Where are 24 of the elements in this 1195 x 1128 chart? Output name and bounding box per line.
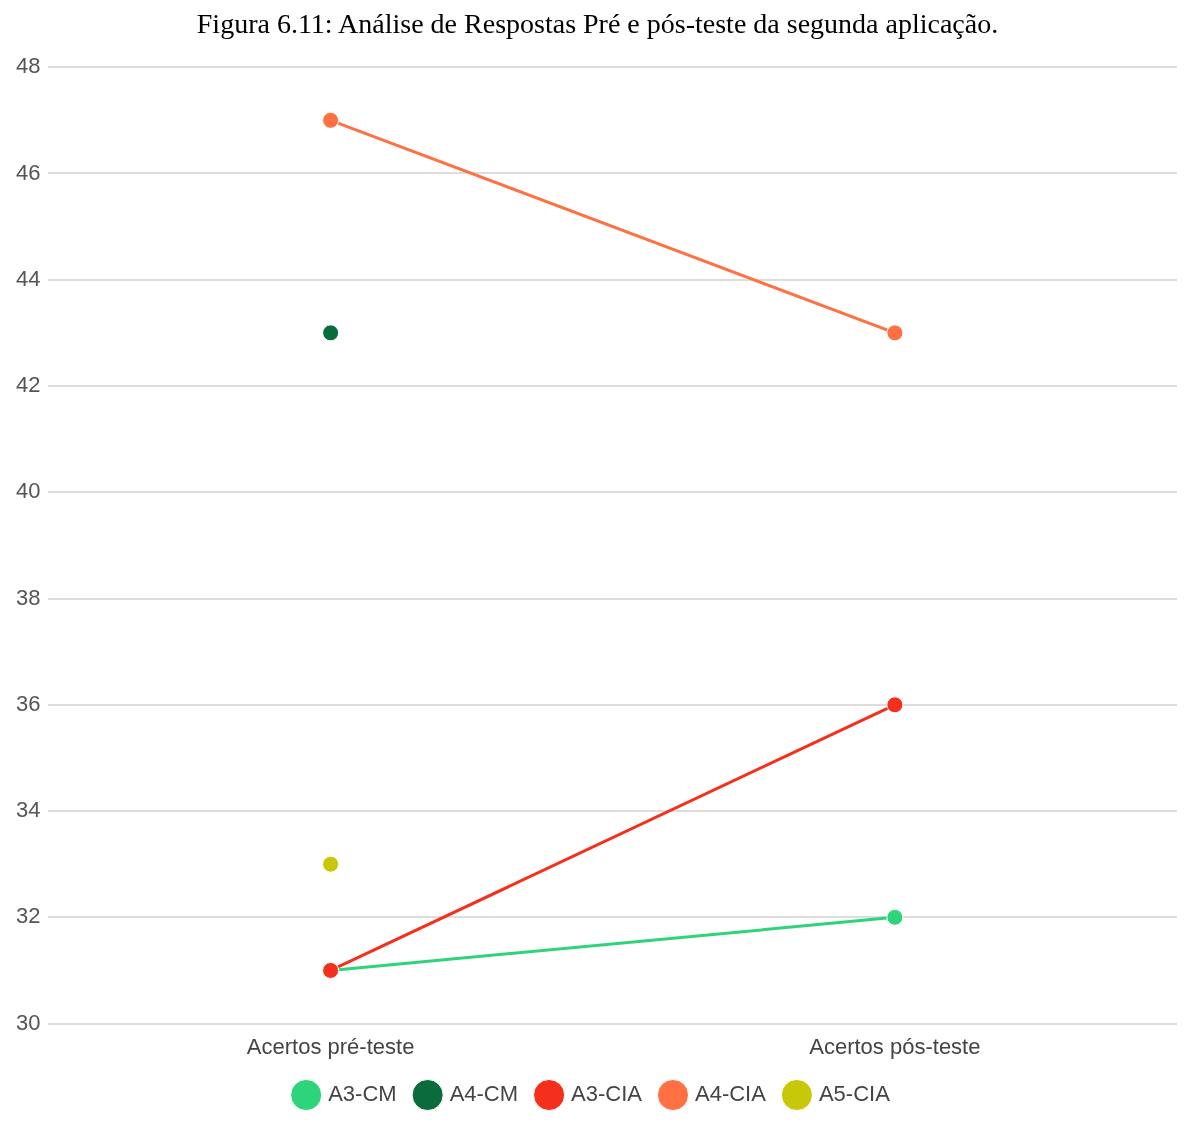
legend-label: A4-CIA bbox=[694, 1081, 767, 1107]
y-tick-label: 36 bbox=[15, 690, 41, 716]
legend-label: A4-CM bbox=[449, 1081, 519, 1107]
chart-title: Figura 6.11: Análise de Respostas Pré e pós-teste da segunda aplicação. bbox=[195, 8, 1000, 40]
point bbox=[322, 855, 340, 873]
point bbox=[886, 696, 904, 714]
y-tick-label: 32 bbox=[15, 903, 41, 929]
legend-label: A3-CM bbox=[328, 1081, 397, 1107]
y-tick-label: 34 bbox=[15, 797, 41, 823]
point bbox=[886, 324, 904, 342]
y-tick-label: 42 bbox=[15, 372, 41, 398]
y-tick-label: 48 bbox=[15, 53, 41, 79]
y-tick-label: 40 bbox=[15, 478, 41, 504]
legend-label: A5-CIA bbox=[818, 1081, 891, 1107]
x-tick-label: Acertos pós-teste bbox=[809, 1033, 981, 1059]
y-tick-label: 38 bbox=[15, 584, 41, 610]
point bbox=[322, 111, 340, 129]
y-tick-label: 30 bbox=[15, 1009, 41, 1035]
legend-label: A3-CIA bbox=[571, 1081, 643, 1107]
y-tick-label: 46 bbox=[15, 159, 41, 185]
point bbox=[322, 324, 340, 342]
point bbox=[886, 908, 904, 926]
x-tick-label: Acertos pré-teste bbox=[246, 1033, 415, 1059]
y-tick-label: 44 bbox=[15, 265, 41, 291]
